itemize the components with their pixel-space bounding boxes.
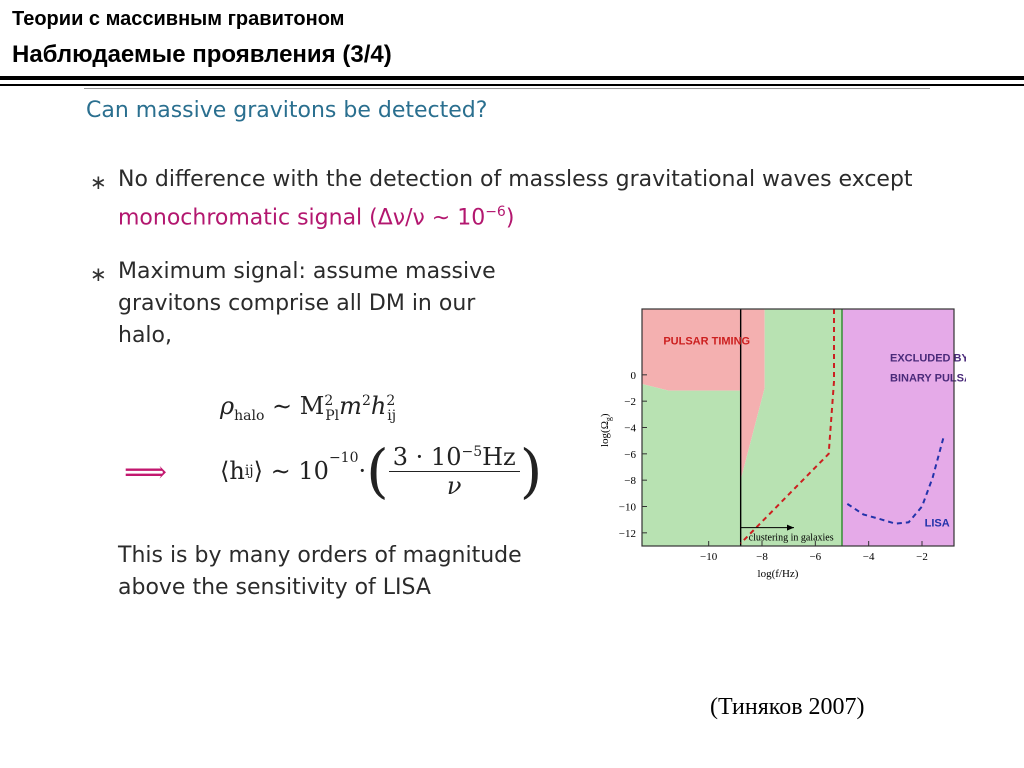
y-tick-label: −4	[624, 423, 636, 435]
y-tick-label: −12	[619, 528, 636, 540]
header-title: Теории с массивным гравитоном	[12, 8, 345, 30]
region-2	[842, 309, 954, 546]
y-tick-label: −2	[624, 396, 636, 408]
paren-right: )	[519, 437, 543, 505]
clustering-arrow-head	[787, 524, 794, 531]
region-1	[642, 309, 842, 546]
lisa-curve	[846, 437, 945, 525]
equation-h-ij: ⟨h ij ⟩ ∼ 10 −10 · ( 3 · 10−5Hz ν )	[220, 437, 543, 505]
y-tick-label: −8	[624, 475, 636, 487]
x-tick-label: −8	[756, 551, 768, 563]
gw-constraints-chart: PULSAR TIMING EXCLUDED BY BINARY PULSARS LI…	[599, 308, 966, 580]
x-axis-label: log(f/Hz)	[758, 568, 799, 580]
y-tick-label: −10	[619, 502, 637, 514]
fraction: 3 · 10−5Hz ν	[388, 443, 520, 500]
conclusion-line1: This is by many orders of magnitude	[118, 543, 522, 568]
y-tick-label: −6	[624, 449, 636, 461]
bullet-marker: ∗	[90, 170, 107, 194]
y-tick-label: 0	[631, 370, 637, 382]
x-tick-label: −6	[809, 551, 821, 563]
header-rule-thick	[0, 76, 1024, 80]
paren-left: (	[366, 437, 389, 505]
section-title: Can massive gravitons be detected?	[86, 98, 488, 123]
bullet-2-line1: Maximum signal: assume massive	[118, 259, 496, 284]
chart-annotation: EXCLUDED BY	[890, 353, 966, 365]
chart-annotation: BINARY PULSARS	[890, 372, 966, 384]
region-0	[642, 309, 765, 481]
implies-arrow: ⟹	[124, 455, 168, 490]
chart-annotation: PULSAR TIMING	[663, 336, 750, 348]
x-tick-label: −2	[916, 551, 928, 563]
x-tick-label: −4	[863, 551, 875, 563]
bullet-1-line1: No difference with the detection of mass…	[118, 167, 913, 192]
chart-annotation: LISA	[925, 517, 950, 529]
bullet-1-text: No difference with the detection of mass…	[118, 164, 913, 234]
bullet-2-text: Maximum signal: assume massive gravitons…	[118, 256, 523, 352]
equation-rho-halo: ρhalo ∼ M2Plm2h2ij	[220, 392, 397, 424]
y-axis-label: log(Ωg)	[599, 413, 613, 447]
conclusion-line2: above the sensitivity of LISA	[118, 575, 431, 600]
x-tick-label: −10	[700, 551, 718, 563]
chart-annotation: clustering in galaxies	[749, 533, 834, 544]
header-rule-thin	[0, 84, 1024, 86]
bullet-marker: ∗	[90, 262, 107, 286]
bullet-2-line2: gravitons comprise all DM in our	[118, 291, 476, 316]
conclusion-text: This is by many orders of magnitude abov…	[118, 540, 522, 604]
bullet-2-line3: halo,	[118, 323, 172, 348]
citation: (Тиняков 2007)	[710, 694, 865, 720]
header-subtitle: Наблюдаемые проявления (3/4)	[12, 41, 392, 68]
section-rule	[84, 88, 930, 89]
bullet-1-line2: monochromatic signal (Δν/ν ∼ 10−6)	[118, 204, 515, 231]
